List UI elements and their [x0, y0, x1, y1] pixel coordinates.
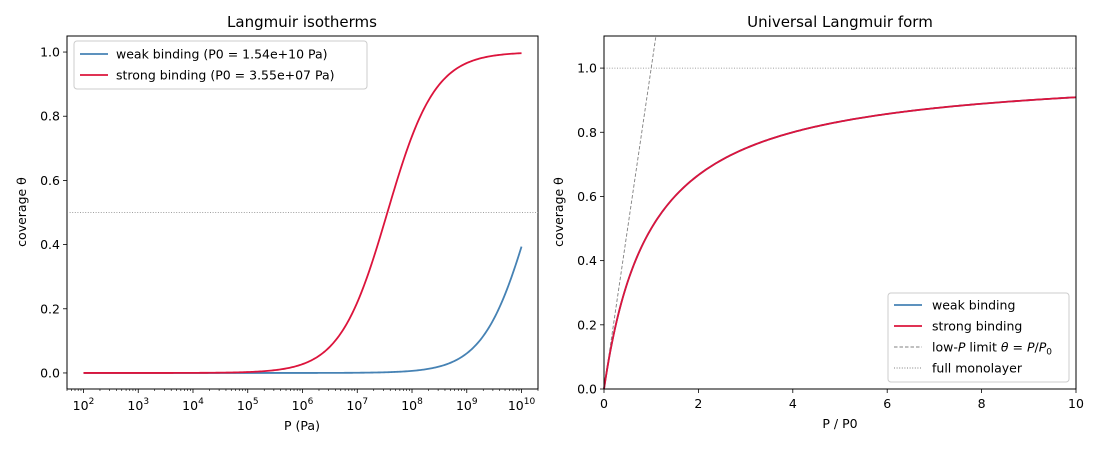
y-tick-label: 0.2 [577, 317, 597, 332]
x-tick-label: 107 [346, 397, 368, 413]
x-tick-label: 106 [292, 397, 314, 413]
x-axis-label: P (Pa) [284, 418, 320, 433]
legend-box [887, 292, 1070, 383]
y-tick-label: 0.6 [577, 189, 597, 204]
legend-label-weak: weak binding (P0 = 1.54e+10 Pa) [116, 47, 328, 62]
y-tick-label: 0.6 [40, 173, 60, 188]
reference-lines [603, 35, 1076, 390]
legend-label-strong: strong binding [932, 319, 1022, 334]
x-tick-label: 2 [694, 396, 702, 411]
y-axis-label: coverage θ [14, 177, 29, 247]
x-tick-label: 104 [182, 397, 204, 413]
x-tick-label: 1010 [508, 397, 536, 413]
y-tick-label: 0.4 [577, 253, 597, 268]
x-tick-label: 6 [883, 396, 891, 411]
strong-binding-series-line [603, 96, 1077, 390]
x-tick-label: 105 [237, 397, 259, 413]
plot-area-frame [603, 35, 1077, 390]
x-tick-label: 108 [401, 397, 423, 413]
y-tick-label: 0.2 [40, 301, 60, 316]
legend: weak binding strong binding low-P limit … [887, 292, 1070, 383]
data-series [603, 96, 1077, 390]
strong-binding-series-line [83, 52, 522, 374]
x-tick-label: 109 [456, 397, 478, 413]
legend-box [73, 40, 368, 90]
x-tick-label: 4 [789, 396, 797, 411]
y-axis-ticks: 0.0 0.2 0.4 0.6 0.8 1.0 [40, 45, 67, 380]
x-tick-label: 102 [73, 397, 95, 413]
legend-label-low-p-limit: low-P limit θ = P/P0 [932, 340, 1052, 358]
weak-binding-series-line [83, 246, 523, 374]
low-p-limit-reference-line [603, 35, 657, 390]
y-axis-label: coverage θ [551, 177, 566, 247]
x-tick-label: 8 [978, 396, 986, 411]
langmuir-isotherms-panel: Langmuir isotherms 102 103 104 105 106 107 108… [14, 13, 539, 433]
y-tick-label: 0.0 [40, 365, 60, 380]
y-tick-label: 0.8 [577, 125, 597, 140]
y-axis-ticks: 0.0 0.2 0.4 0.6 0.8 1.0 [577, 61, 604, 397]
universal-langmuir-panel: Universal Langmuir form 0 2 4 6 8 10 0.00.20.… [551, 13, 1084, 431]
legend-label-weak: weak binding [932, 298, 1015, 313]
x-axis-ticks: 102 103 104 105 106 107 108 109 1010 [66, 389, 539, 413]
data-series [83, 52, 523, 374]
chart-title: Langmuir isotherms [227, 13, 377, 31]
legend: weak binding (P0 = 1.54e+10 Pa) strong b… [73, 40, 368, 90]
x-axis-ticks: 0 2 4 6 8 10 [600, 389, 1084, 411]
legend-label-full-monolayer: full monolayer [932, 361, 1023, 376]
x-tick-label: 103 [127, 397, 149, 413]
y-tick-label: 0.8 [40, 109, 60, 124]
x-tick-label: 10 [1068, 396, 1084, 411]
x-tick-label: 0 [600, 396, 608, 411]
legend-label-strong: strong binding (P0 = 3.55e+07 Pa) [116, 68, 335, 83]
y-tick-label: 0.4 [40, 237, 60, 252]
x-axis-label: P / P0 [822, 416, 857, 431]
y-tick-label: 1.0 [577, 61, 597, 76]
y-tick-label: 0.0 [577, 382, 597, 397]
y-tick-label: 1.0 [40, 45, 60, 60]
chart-title: Universal Langmuir form [747, 13, 933, 31]
